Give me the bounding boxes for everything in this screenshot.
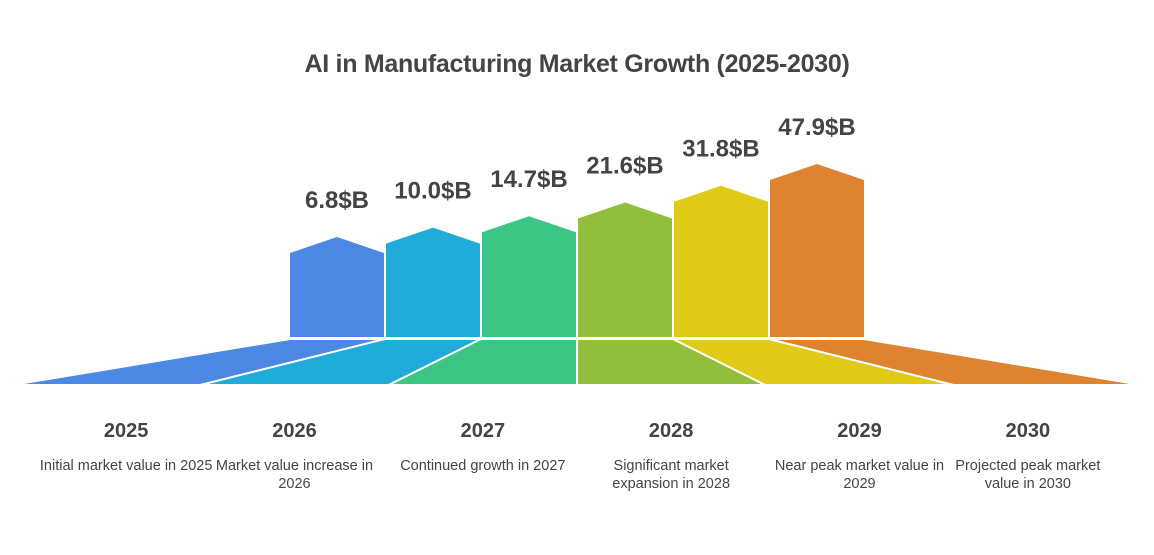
category-description: Significant market expansion in 2028 — [612, 458, 731, 492]
category-description: Market value increase in 2026 — [215, 458, 374, 492]
category-description: Initial market value in 2025 — [39, 458, 213, 474]
bar-2029 — [674, 185, 768, 337]
value-labels-layer: 6.8$B 10.0$B 14.7$B 21.6$B 31.8$B 47.9$B — [305, 114, 856, 214]
category-column-2026: 2026 Market value increase in 2026 — [205, 420, 385, 493]
chart-title: AI in Manufacturing Market Growth (2025-… — [304, 50, 850, 78]
value-label-2029: 31.8$B — [682, 136, 759, 163]
category-year-label: 2025 — [103, 420, 149, 442]
category-description: Continued growth in 2027 — [400, 458, 566, 474]
value-label-2026: 10.0$B — [394, 178, 471, 205]
bar-2026 — [386, 227, 480, 337]
value-label-2025: 6.8$B — [305, 187, 369, 214]
value-label-2030: 47.9$B — [778, 114, 855, 141]
bar-2030 — [770, 164, 864, 337]
category-column-2030: 2030 Projected peak market value in 2030 — [938, 420, 1118, 493]
bars-layer — [290, 164, 864, 337]
category-year-label: 2029 — [837, 420, 882, 442]
base-segment-2030 — [768, 338, 1143, 386]
bar-2027 — [482, 216, 576, 337]
category-year-label: 2028 — [648, 420, 694, 442]
category-year-label: 2026 — [272, 420, 317, 442]
base-layer — [11, 338, 1143, 386]
value-label-2028: 21.6$B — [586, 152, 663, 179]
category-column-2029: 2029 Near peak market value in 2029 — [770, 420, 950, 493]
category-year-label: 2027 — [460, 420, 506, 442]
category-description: Projected peak market value in 2030 — [955, 458, 1101, 492]
bar-2025 — [290, 237, 384, 337]
category-year-label: 2030 — [1005, 420, 1051, 442]
category-description: Near peak market value in 2029 — [774, 458, 945, 492]
category-column-2025: 2025 Initial market value in 2025 — [36, 420, 216, 475]
bar-2028 — [578, 202, 672, 337]
value-label-2027: 14.7$B — [490, 166, 567, 193]
category-column-2027: 2027 Continued growth in 2027 — [393, 420, 573, 475]
category-column-2028: 2028 Significant market expansion in 2028 — [581, 420, 761, 493]
